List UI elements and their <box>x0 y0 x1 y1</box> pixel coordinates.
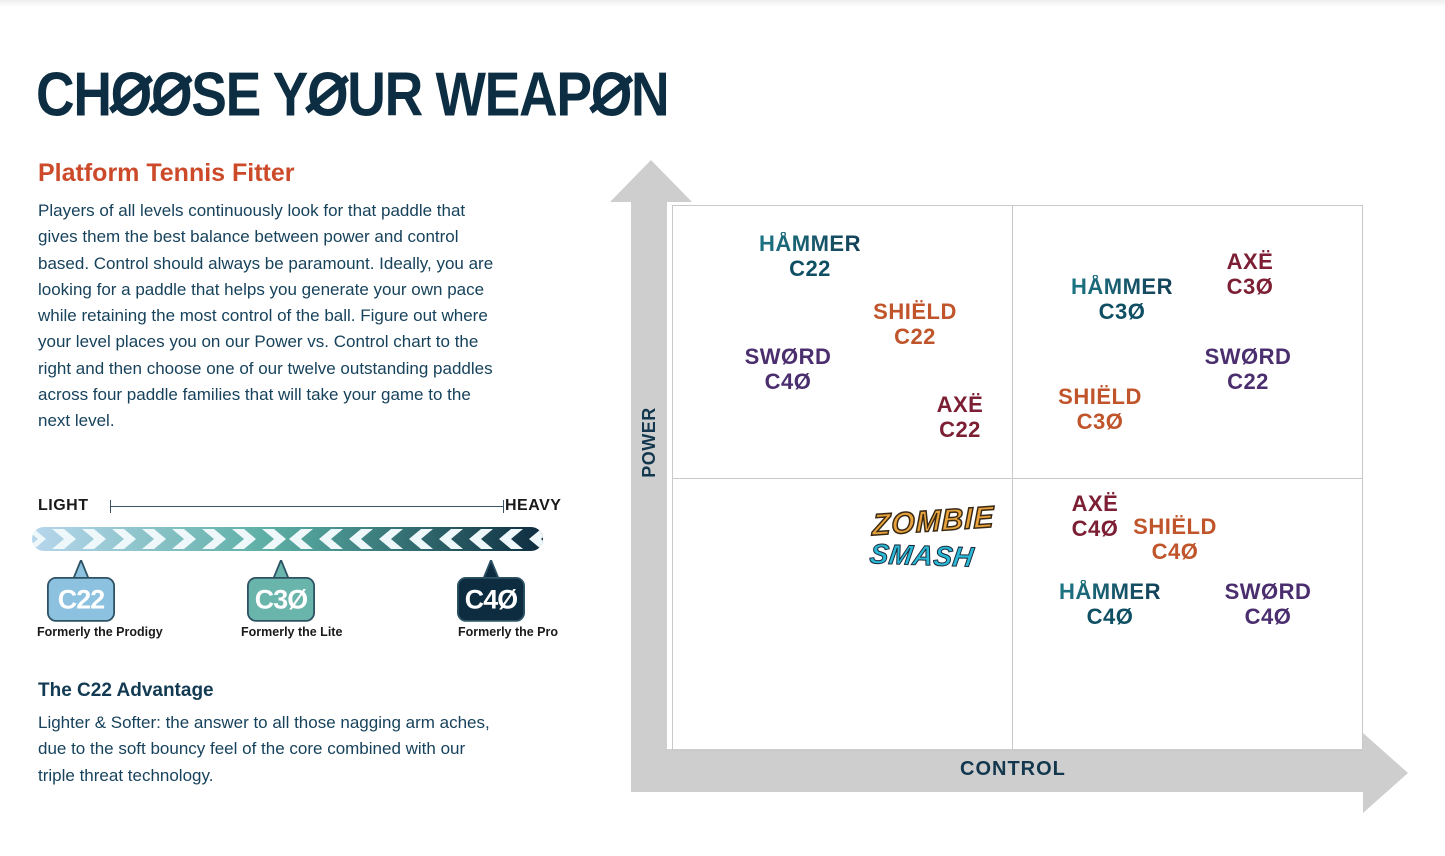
svg-text:C3Ø: C3Ø <box>255 584 308 614</box>
svg-text:C22: C22 <box>58 584 105 614</box>
svg-text:C4Ø: C4Ø <box>465 584 518 614</box>
